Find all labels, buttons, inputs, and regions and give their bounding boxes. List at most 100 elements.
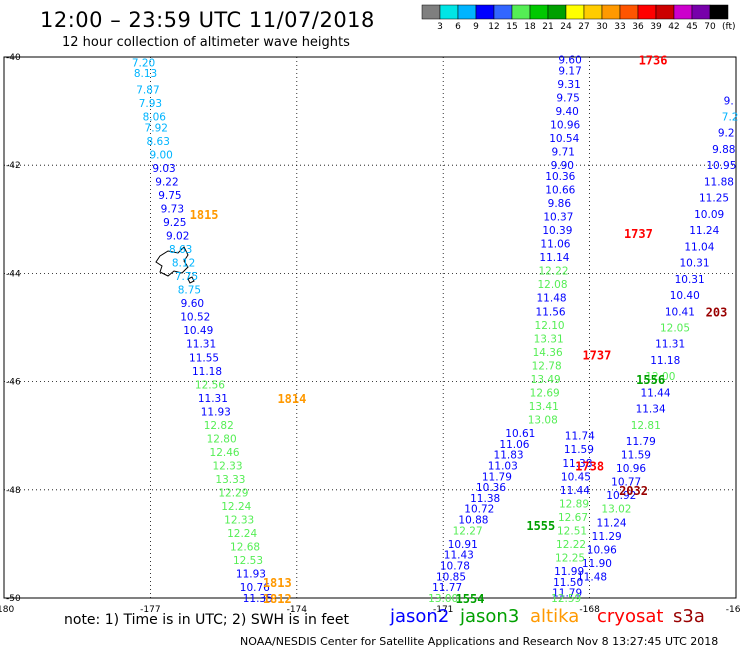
wave-height-value: 11.48 [577, 571, 607, 583]
color-scale-swatch [691, 4, 711, 20]
y-tick-label: -50 [6, 594, 21, 604]
wave-height-value: 12.22 [556, 539, 586, 551]
wave-height-value: 9.25 [163, 217, 186, 229]
wave-height-value: 12.68 [230, 542, 260, 554]
wave-height-value: 13.02 [601, 504, 631, 516]
wave-height-value: 11.74 [565, 431, 595, 443]
wave-height-value: 11.93 [236, 569, 266, 581]
color-scale-label: 3 [437, 22, 443, 32]
wave-height-value: 12.33 [212, 460, 242, 472]
island-outline [155, 246, 189, 277]
color-scale-swatch [529, 4, 549, 20]
wave-height-value: 11.29 [592, 531, 622, 543]
color-scale-swatch [439, 4, 459, 20]
wave-height-value: 11.99 [554, 566, 584, 578]
pass-time-label: 1737 [582, 349, 611, 363]
color-scale-label: 36 [632, 22, 644, 32]
wave-height-value: 12.80 [207, 433, 237, 445]
wave-height-value: 9.88 [712, 144, 735, 156]
wave-height-value: 11.59 [621, 450, 651, 462]
wave-height-value: 12.24 [221, 501, 251, 513]
wave-height-value: 10.96 [616, 463, 646, 475]
wave-height-value: 12.59 [551, 593, 581, 605]
legend-s3a: s3a [673, 606, 705, 627]
color-scale-label: 15 [506, 22, 517, 32]
wave-height-value: 9.40 [555, 106, 578, 118]
legend-altika: altika [530, 606, 580, 627]
wave-height-value: 12.69 [530, 387, 560, 399]
pass-time-label: 1812 [263, 592, 292, 606]
wave-height-value: 12.25 [555, 552, 585, 564]
wave-height-value: 10.85 [436, 571, 466, 583]
pass-time-label: 1813 [263, 576, 292, 590]
pass-time-label: 1737 [624, 227, 653, 241]
wave-height-value: 7.2 [722, 112, 739, 124]
x-tick-label: -180 [0, 605, 14, 615]
wave-height-value: 10.31 [679, 258, 709, 270]
wave-height-value: 7.93 [139, 98, 162, 110]
wave-height-value: 10.88 [458, 515, 488, 527]
wave-height-value: 10.09 [694, 209, 724, 221]
wave-height-value: 11.59 [564, 444, 594, 456]
wave-height-value: 12.82 [204, 420, 234, 432]
wave-height-value: 12.78 [532, 360, 562, 372]
wave-height-value: 10.92 [606, 490, 636, 502]
wave-height-value: 11.50 [553, 577, 583, 589]
color-scale-swatch [493, 4, 513, 20]
wave-height-value: 12.89 [559, 498, 589, 510]
x-tick-label: -171 [433, 605, 453, 615]
wave-height-value: 12.00 [645, 371, 675, 383]
legend-jason2: jason2 [390, 606, 450, 627]
wave-height-value: 13.41 [529, 401, 559, 413]
color-scale-swatch [583, 4, 603, 20]
wave-height-value: 12.56 [195, 379, 225, 391]
color-scale-label: 30 [596, 22, 608, 32]
color-scale-swatch [421, 4, 441, 20]
wave-height-value: 11.44 [560, 485, 590, 497]
wave-height-value: 9.75 [158, 190, 181, 202]
wave-height-value: 11.35 [243, 593, 273, 605]
wave-height-value: 11.43 [444, 550, 474, 562]
wave-height-value: 13.33 [215, 474, 245, 486]
wave-height-value: 11.03 [488, 460, 518, 472]
wave-height-value: 11.93 [201, 406, 231, 418]
wave-height-value: 9.75 [556, 93, 579, 105]
color-scale-unit: (ft) [722, 22, 736, 32]
wave-height-value: 11.79 [482, 471, 512, 483]
wave-height-value: 11.06 [499, 439, 529, 451]
wave-height-value: 11.48 [537, 293, 567, 305]
page-title: 12:00 – 23:59 UTC 11/07/2018 [40, 8, 375, 32]
wave-height-value: 12.08 [537, 279, 567, 291]
wave-height-value: 12.53 [233, 555, 263, 567]
wave-height-value: 10.78 [440, 561, 470, 573]
wave-height-value: 11.31 [198, 393, 228, 405]
pass-time-label: 1555 [526, 519, 555, 533]
color-scale-label: 12 [488, 22, 499, 32]
wave-height-value: 12.05 [660, 323, 690, 335]
wave-height-value: 11.56 [536, 306, 566, 318]
wave-height-value: 10.49 [183, 325, 213, 337]
pass-time-label: 1814 [277, 392, 306, 406]
wave-height-value: 10.39 [542, 225, 572, 237]
wave-height-value: 9.31 [557, 79, 580, 91]
wave-height-value: 9.03 [152, 163, 175, 175]
pass-time-label: 203 [706, 305, 728, 319]
x-tick-label: -168 [579, 605, 600, 615]
wave-height-value: 12.27 [453, 525, 483, 537]
wave-height-value: 12.24 [227, 528, 257, 540]
color-scale-label: 45 [686, 22, 697, 32]
wave-height-value: 10.37 [543, 212, 573, 224]
wave-height-value: 10.41 [665, 306, 695, 318]
wave-height-value: 10.61 [505, 428, 535, 440]
pass-time-label: 1554 [456, 592, 485, 606]
wave-height-value: 13.08 [528, 414, 558, 426]
color-scale-label: 39 [650, 22, 662, 32]
color-scale-label: 24 [560, 22, 572, 32]
wave-height-value: 11.79 [626, 436, 656, 448]
wave-height-value: 10.76 [240, 582, 270, 594]
color-scale-label: 18 [524, 22, 536, 32]
wave-height-value: 11.31 [186, 339, 216, 351]
wave-height-value: 10.95 [706, 160, 736, 172]
wave-height-value: 9.2 [718, 128, 735, 140]
wave-height-value: 7.92 [145, 122, 168, 134]
